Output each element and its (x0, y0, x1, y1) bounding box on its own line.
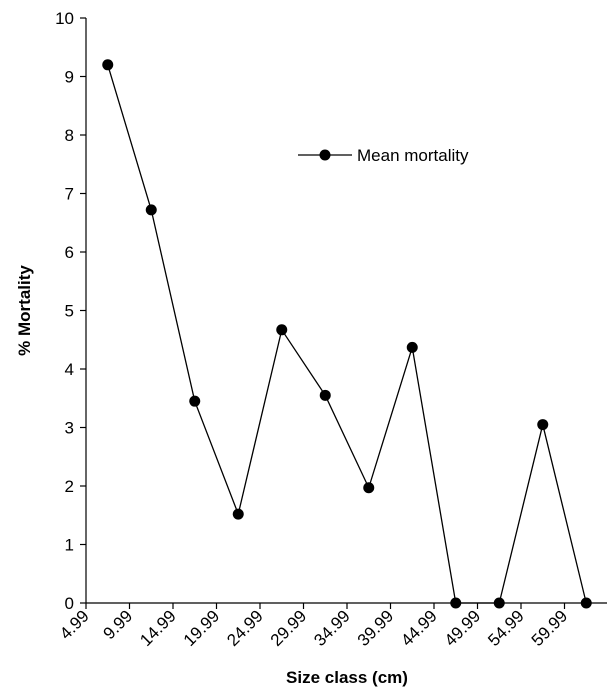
data-point (580, 597, 592, 609)
legend: Mean mortality (298, 146, 469, 165)
y-tick-label: 5 (65, 302, 74, 321)
y-tick-label: 3 (65, 419, 74, 438)
x-tick-label: 24.99 (223, 606, 267, 650)
x-tick-label: 59.99 (528, 606, 572, 650)
x-tick-label: 54.99 (484, 606, 528, 650)
y-tick-label: 8 (65, 126, 74, 145)
x-tick-label: 34.99 (310, 606, 354, 650)
data-point (189, 395, 201, 407)
x-tick-label: 14.99 (136, 606, 180, 650)
ticks (80, 17, 566, 609)
tick-labels: 0 1 2 3 4 5 6 7 8 9 10 4.99 9.99 14.99 19.99 24.99 29.99… (55, 9, 571, 650)
series-line (107, 64, 587, 604)
x-axis-title: Size class (cm) (286, 668, 408, 687)
x-tick-label: 29.99 (267, 606, 311, 650)
data-point (450, 597, 462, 609)
x-tick-label: 49.99 (441, 606, 485, 650)
legend-marker (319, 149, 331, 161)
data-point (406, 341, 418, 353)
y-tick-label: 9 (65, 68, 74, 87)
x-tick-label: 9.99 (99, 606, 136, 643)
legend-label: Mean mortality (357, 146, 469, 165)
x-tick-label: 44.99 (397, 606, 441, 650)
axes (85, 18, 607, 604)
data-point (102, 59, 114, 71)
data-point (363, 482, 375, 494)
x-tick-label: 19.99 (180, 606, 224, 650)
data-point (276, 324, 288, 336)
x-tick-label: 4.99 (56, 606, 93, 643)
y-tick-label: 4 (65, 360, 74, 379)
y-tick-label: 1 (65, 536, 74, 555)
data-point (319, 389, 331, 401)
y-tick-label: 6 (65, 243, 74, 262)
y-tick-label: 2 (65, 477, 74, 496)
data-point (493, 597, 505, 609)
data-point (145, 204, 157, 216)
series (102, 59, 592, 609)
y-tick-label: 0 (65, 594, 74, 613)
data-point (537, 419, 549, 431)
y-axis-title: % Mortality (15, 265, 34, 356)
data-point (232, 508, 244, 520)
y-tick-label: 7 (65, 185, 74, 204)
x-tick-label: 39.99 (354, 606, 398, 650)
y-tick-label: 10 (55, 9, 74, 28)
